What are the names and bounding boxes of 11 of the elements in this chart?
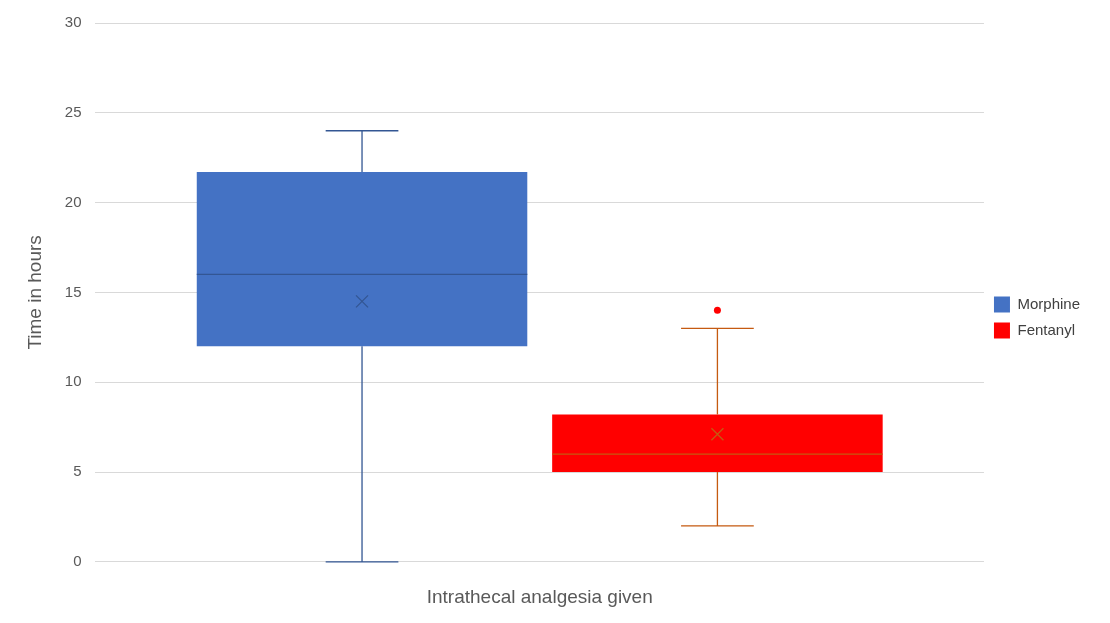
legend-label: Fentanyl — [1017, 320, 1076, 338]
legend-label: Morphine — [1017, 294, 1081, 312]
y-tick-label: 10 — [64, 372, 82, 390]
x-axis-title: Intrathecal analgesia given — [426, 585, 653, 607]
y-tick-label: 30 — [64, 13, 82, 31]
y-tick-label: 15 — [64, 282, 82, 300]
y-axis-title: Time in hours — [23, 235, 45, 350]
y-tick-label: 0 — [73, 551, 82, 569]
y-tick-label: 20 — [64, 192, 82, 210]
y-tick-label: 25 — [64, 102, 82, 120]
y-tick-label: 5 — [73, 462, 82, 480]
